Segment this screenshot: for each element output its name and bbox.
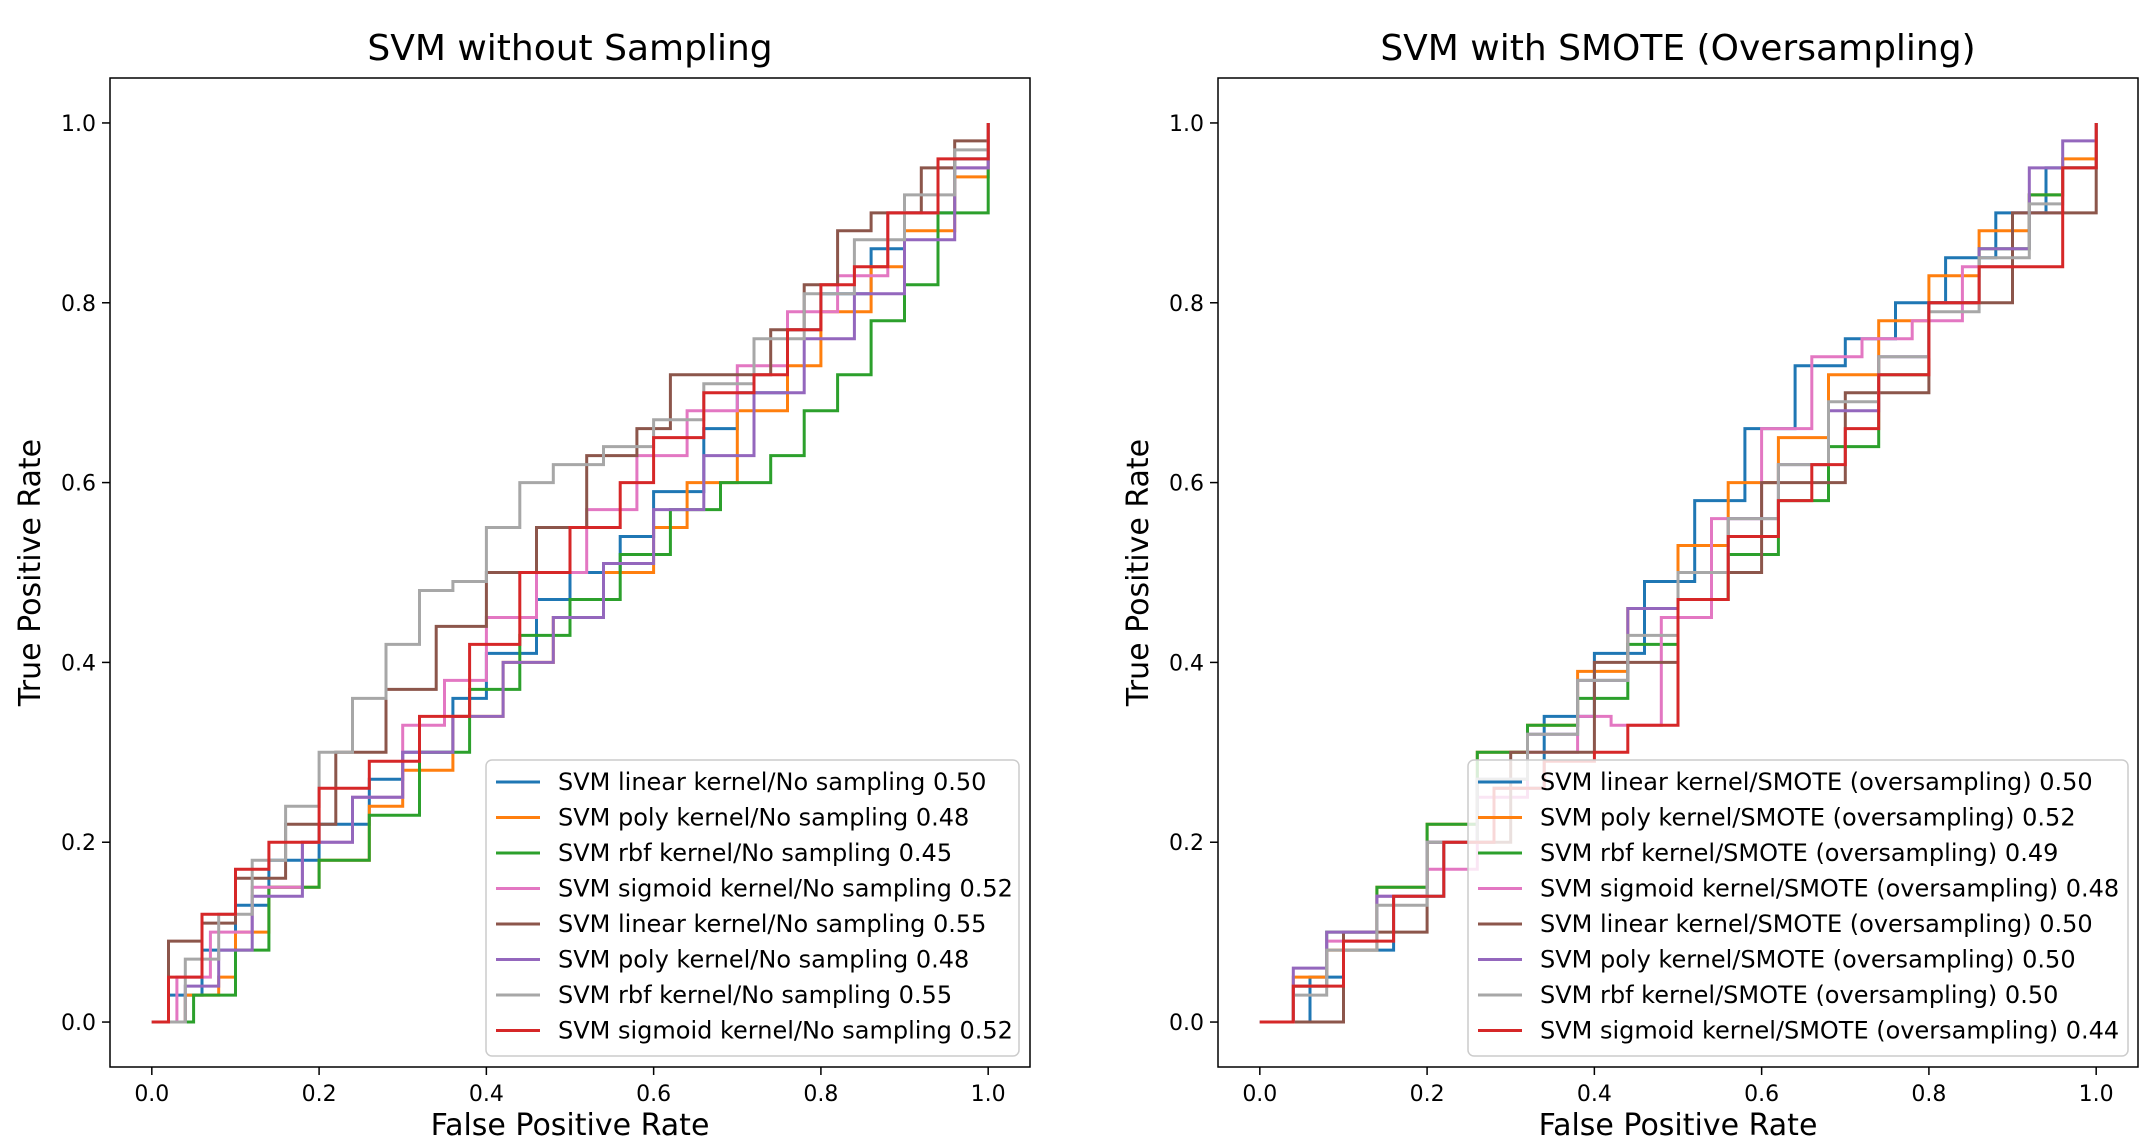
y-ticks: 0.0 0.2 0.4 0.6 0.8 1.0 <box>61 112 110 1036</box>
y-ticks: 0.0 0.2 0.4 0.6 0.8 1.0 <box>1169 112 1218 1036</box>
chart-panel-smote-oversampling: SVM with SMOTE (Oversampling) 0.0 0.2 0.4 0… <box>1121 28 2139 1140</box>
x-tick-label: 0.8 <box>1911 1082 1946 1107</box>
y-tick-label: 0.4 <box>61 651 96 676</box>
x-tick-label: 0.4 <box>469 1082 504 1107</box>
x-tick-label: 0.4 <box>1577 1082 1612 1107</box>
x-axis-label: False Positive Rate <box>1539 1108 1818 1140</box>
x-axis-label: False Positive Rate <box>431 1108 710 1140</box>
series-line-8 <box>1259 123 2098 1024</box>
y-tick-label: 1.0 <box>1169 112 1204 137</box>
series-line-1 <box>1259 123 2098 1024</box>
y-tick-label: 0.6 <box>61 472 96 497</box>
series-lines <box>151 123 990 1024</box>
y-tick-label: 0.6 <box>1169 472 1204 497</box>
y-axis-label: True Positive Rate <box>13 439 48 707</box>
series-lines <box>1259 123 2098 1024</box>
x-ticks: 0.0 0.2 0.4 0.6 0.8 1.0 <box>134 1067 1006 1107</box>
legend: SVM linear kernel/No sampling 0.50 SVM po… <box>485 759 1020 1057</box>
y-tick-label: 0.8 <box>1169 292 1204 317</box>
y-tick-label: 0.8 <box>61 292 96 317</box>
y-tick-label: 0.4 <box>1169 651 1204 676</box>
series-line-7 <box>1259 123 2098 1024</box>
x-tick-label: 1.0 <box>971 1082 1006 1107</box>
y-tick-label: 0.2 <box>61 831 96 856</box>
x-tick-label: 0.8 <box>803 1082 838 1107</box>
x-ticks: 0.0 0.2 0.4 0.6 0.8 1.0 <box>1242 1067 2114 1107</box>
x-tick-label: 0.2 <box>1410 1082 1445 1107</box>
legend-entry: SVM rbf kernel/No sampling 0.45 <box>558 839 952 867</box>
y-axis-label: True Positive Rate <box>1121 439 1156 707</box>
legend-entry: SVM poly kernel/SMOTE (oversampling) 0.5… <box>1540 946 2076 974</box>
x-tick-label: 0.6 <box>1744 1082 1779 1107</box>
legend-entry: SVM rbf kernel/SMOTE (oversampling) 0.49 <box>1540 839 2058 867</box>
legend-entry: SVM poly kernel/No sampling 0.48 <box>558 946 969 974</box>
y-tick-label: 0.2 <box>1169 831 1204 856</box>
legend-entry: SVM linear kernel/No sampling 0.55 <box>558 910 986 938</box>
legend-entry: SVM linear kernel/No sampling 0.50 <box>558 768 986 796</box>
chart-title: SVM with SMOTE (Oversampling) <box>1380 28 1975 69</box>
x-tick-label: 0.6 <box>636 1082 671 1107</box>
plot-frame <box>1217 77 2139 1068</box>
legend-entry: SVM linear kernel/SMOTE (oversampling) 0… <box>1540 910 2093 938</box>
legend-entry: SVM linear kernel/SMOTE (oversampling) 0… <box>1540 768 2093 796</box>
x-tick-label: 0.0 <box>1242 1082 1277 1107</box>
legend-entry: SVM poly kernel/SMOTE (oversampling) 0.5… <box>1540 804 2076 832</box>
plot-frame <box>109 77 1031 1068</box>
legend-entry: SVM sigmoid kernel/No sampling 0.52 <box>558 1017 1013 1045</box>
legend-box <box>485 759 1020 1057</box>
legend-entry: SVM sigmoid kernel/SMOTE (oversampling) … <box>1540 875 2119 903</box>
chart-title: SVM without Sampling <box>367 28 772 69</box>
y-tick-label: 1.0 <box>61 112 96 137</box>
legend-entry: SVM rbf kernel/No sampling 0.55 <box>558 981 952 1009</box>
x-tick-label: 0.0 <box>134 1082 169 1107</box>
legend-entry: SVM rbf kernel/SMOTE (oversampling) 0.50 <box>1540 981 2058 1009</box>
series-line-8 <box>151 123 990 1024</box>
legend-entry: SVM poly kernel/No sampling 0.48 <box>558 804 969 832</box>
legend-entry: SVM sigmoid kernel/SMOTE (oversampling) … <box>1540 1017 2119 1045</box>
y-tick-label: 0.0 <box>1169 1011 1204 1036</box>
series-line-5 <box>151 123 990 1024</box>
x-tick-label: 1.0 <box>2079 1082 2114 1107</box>
legend: SVM linear kernel/SMOTE (oversampling) 0… <box>1467 759 2129 1057</box>
series-line-7 <box>151 123 990 1024</box>
legend-box <box>1467 759 2129 1057</box>
chart-panel-without-sampling: SVM without Sampling 0.0 0.2 0.4 0.6 0.8 1.0 … <box>13 28 1031 1140</box>
y-tick-label: 0.0 <box>61 1011 96 1036</box>
x-tick-label: 0.2 <box>302 1082 337 1107</box>
legend-entry: SVM sigmoid kernel/No sampling 0.52 <box>558 875 1013 903</box>
